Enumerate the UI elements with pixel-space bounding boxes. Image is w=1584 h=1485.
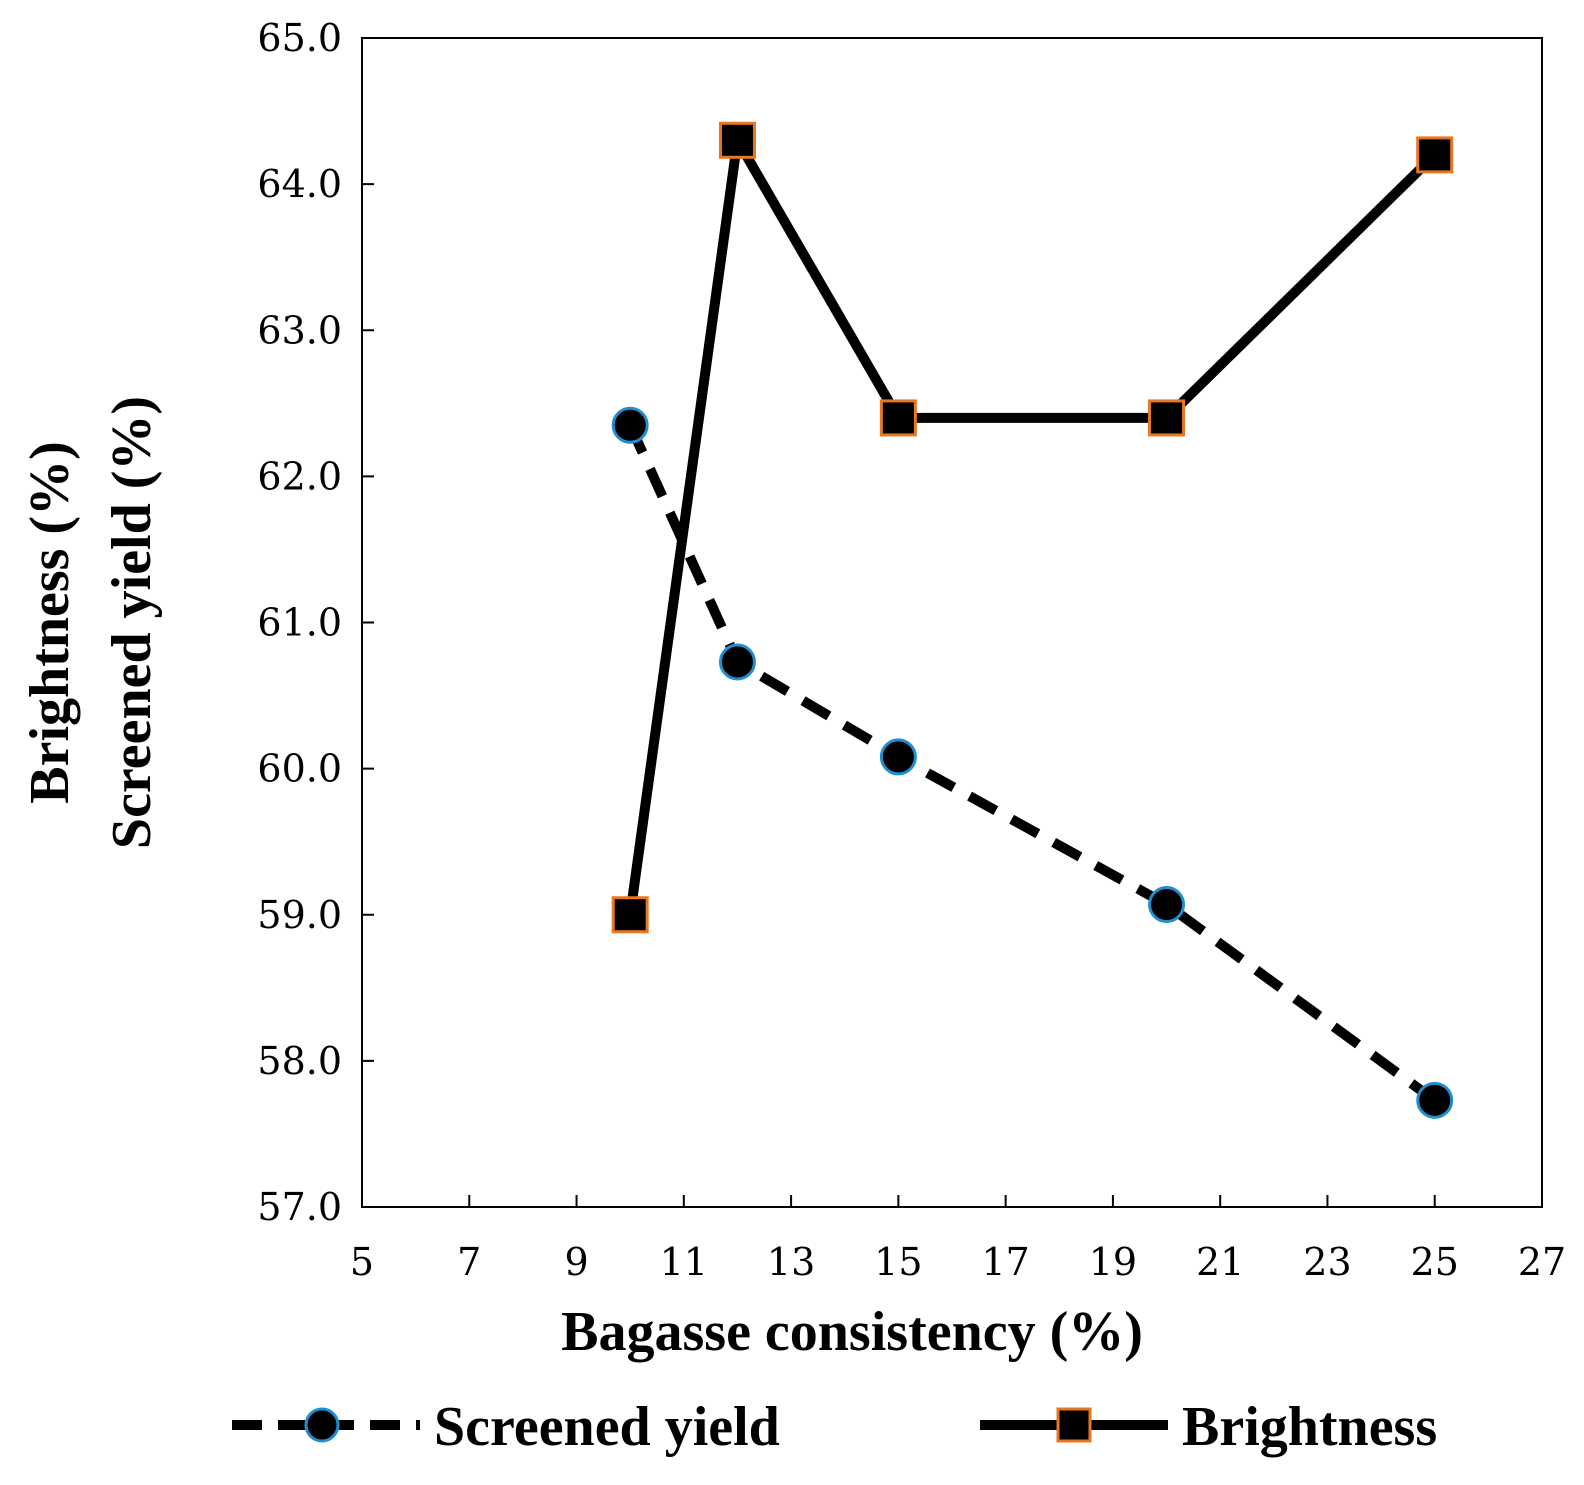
y-tick-label: 62.0 bbox=[257, 454, 342, 498]
data-point-brightness bbox=[879, 399, 917, 437]
x-tick-label: 23 bbox=[1303, 1240, 1351, 1284]
data-point-brightness bbox=[1416, 136, 1454, 174]
x-tick-label: 11 bbox=[660, 1240, 708, 1284]
y-tick-label: 58.0 bbox=[257, 1039, 342, 1083]
x-tick-label: 17 bbox=[981, 1240, 1029, 1284]
legend-marker-brightness bbox=[1056, 1407, 1092, 1443]
data-point-screened-yield bbox=[1416, 1081, 1454, 1119]
plot-frame bbox=[361, 37, 1543, 1208]
x-tick-label: 5 bbox=[350, 1240, 374, 1284]
x-tick-label: 13 bbox=[767, 1240, 815, 1284]
data-point-screened-yield bbox=[718, 643, 756, 681]
x-tick-label: 19 bbox=[1089, 1240, 1137, 1284]
data-point-brightness bbox=[611, 896, 649, 934]
data-point-brightness bbox=[718, 121, 756, 159]
data-point-screened-yield bbox=[611, 406, 649, 444]
y-tick-label: 57.0 bbox=[257, 1185, 342, 1229]
data-point-screened-yield bbox=[1148, 886, 1186, 924]
series-line-brightness bbox=[625, 135, 1439, 916]
y-axis-title-brightness: Brightness (%) bbox=[19, 441, 81, 803]
axis-ticks: 57.0 58.0 59.0 60.0 61.0 62.0 63.0 64.0 65.0 5 7 9 1… bbox=[257, 16, 1566, 1284]
legend-item-brightness: Brightness bbox=[980, 1396, 1437, 1458]
y-tick-label: 65.0 bbox=[257, 16, 342, 60]
legend-item-screened-yield: Screened yield bbox=[232, 1396, 780, 1458]
y-axis-title-screened-yield: Screened yield (%) bbox=[101, 396, 163, 849]
series-layer bbox=[611, 121, 1454, 1119]
data-point-brightness bbox=[1148, 399, 1186, 437]
x-tick-label: 21 bbox=[1196, 1240, 1244, 1284]
legend-label-brightness: Brightness bbox=[1182, 1396, 1437, 1458]
x-tick-label: 15 bbox=[874, 1240, 922, 1284]
legend-label-screened-yield: Screened yield bbox=[434, 1396, 780, 1458]
y-tick-label: 60.0 bbox=[257, 747, 342, 791]
x-tick-label: 25 bbox=[1411, 1240, 1459, 1284]
y-tick-label: 59.0 bbox=[257, 893, 342, 937]
y-tick-label: 61.0 bbox=[257, 601, 342, 645]
legend-marker-screened-yield bbox=[304, 1407, 340, 1443]
series-line-screened-yield bbox=[625, 423, 1438, 1105]
x-tick-label: 7 bbox=[457, 1240, 481, 1284]
x-tick-label: 9 bbox=[564, 1240, 588, 1284]
x-tick-label: 27 bbox=[1518, 1240, 1566, 1284]
y-tick-label: 63.0 bbox=[257, 308, 342, 352]
x-axis-title: Bagasse consistency (%) bbox=[561, 1301, 1143, 1363]
data-point-screened-yield bbox=[879, 738, 917, 776]
y-tick-label: 64.0 bbox=[257, 162, 342, 206]
legend: Screened yield Brightness bbox=[232, 1396, 1437, 1458]
